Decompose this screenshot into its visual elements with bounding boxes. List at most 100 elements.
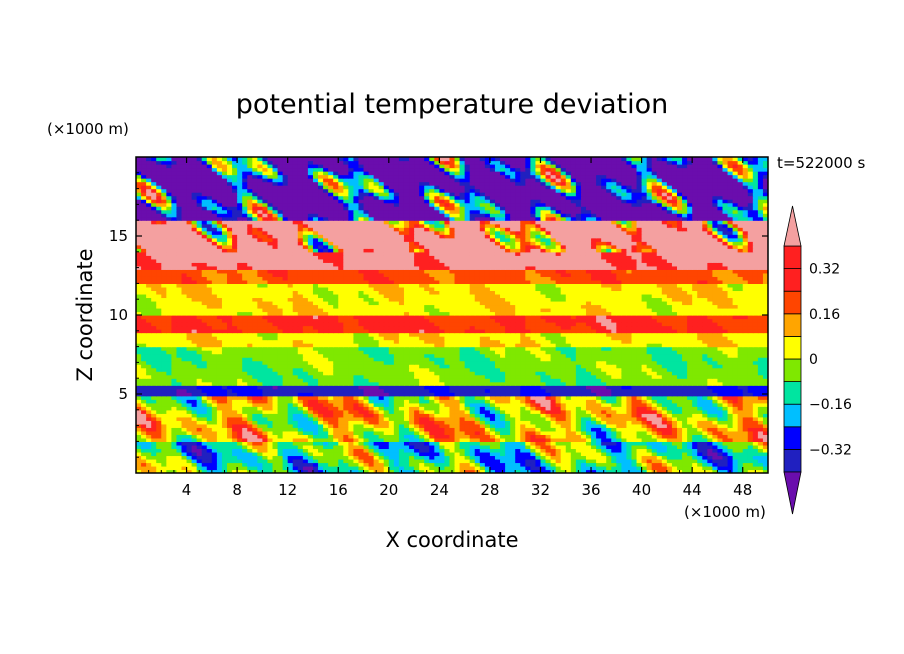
field-cell: [636, 444, 643, 450]
field-cell: [555, 343, 562, 348]
field-cell: [388, 346, 395, 351]
field-cell: [242, 434, 248, 439]
field-cell: [515, 430, 521, 435]
field-cell: [348, 374, 355, 379]
field-cell: [459, 388, 466, 393]
field-cell: [302, 451, 309, 457]
field-cell: [500, 458, 506, 464]
field-cell: [282, 423, 289, 428]
field-cell: [752, 402, 759, 407]
field-cell: [540, 332, 547, 337]
field-cell: [510, 346, 516, 351]
field-cell: [161, 406, 167, 411]
field-cell: [333, 423, 339, 428]
field-cell: [262, 402, 269, 407]
field-cell: [348, 458, 355, 464]
field-cell: [550, 434, 557, 439]
field-cell: [742, 402, 749, 407]
field-cell: [383, 336, 390, 341]
field-cell: [429, 392, 435, 397]
field-cell: [272, 343, 279, 348]
field-cell: [641, 339, 648, 344]
field-cell: [277, 374, 284, 379]
field-cell: [666, 420, 673, 425]
field-cell: [702, 430, 708, 435]
field-cell: [651, 465, 658, 471]
field-cell: [216, 392, 223, 397]
field-cell: [494, 465, 501, 471]
field-cell: [454, 469, 461, 473]
field-cell: [661, 395, 668, 400]
field-cell: [232, 420, 238, 425]
field-cell: [560, 367, 567, 372]
field-cell: [368, 469, 375, 473]
field-cell: [550, 378, 557, 383]
field-cell: [242, 465, 248, 471]
field-cell: [494, 413, 501, 418]
field-cell: [601, 360, 607, 365]
field-cell: [616, 399, 622, 404]
field-cell: [201, 364, 208, 369]
field-cell: [171, 332, 178, 337]
field-cell: [206, 353, 213, 358]
field-cell: [697, 416, 703, 421]
field-cell: [606, 353, 612, 358]
field-cell: [252, 395, 258, 400]
field-cell: [242, 388, 248, 393]
field-cell: [358, 458, 365, 464]
field-cell: [530, 402, 537, 407]
field-cell: [560, 427, 567, 432]
field-cell: [606, 434, 612, 439]
field-cell: [439, 388, 446, 393]
field-cell: [510, 409, 516, 414]
field-cell: [267, 462, 274, 467]
field-cell: [752, 430, 759, 435]
field-cell: [348, 399, 355, 404]
field-cell: [171, 458, 178, 464]
field-cell: [727, 346, 734, 351]
field-cell: [616, 374, 622, 379]
field-cell: [151, 469, 157, 473]
field-cell: [540, 381, 547, 386]
field-cell: [353, 364, 360, 369]
field-cell: [353, 374, 360, 379]
field-cell: [550, 444, 557, 450]
field-cell: [171, 343, 178, 348]
field-cell: [211, 441, 218, 446]
field-cell: [176, 353, 183, 358]
field-cell: [454, 406, 461, 411]
field-cell: [156, 458, 162, 464]
field-cell: [671, 444, 678, 450]
field-cell: [717, 409, 724, 414]
field-cell: [484, 409, 491, 414]
field-cell: [651, 420, 658, 425]
field-cell: [181, 343, 188, 348]
field-cell: [484, 385, 491, 390]
field-cell: [449, 381, 456, 386]
field-cell: [596, 427, 602, 432]
field-cell: [419, 434, 425, 439]
field-cell: [414, 455, 420, 460]
field-cell: [697, 462, 703, 467]
field-cell: [641, 353, 648, 358]
field-cell: [282, 343, 289, 348]
field-cell: [439, 448, 446, 453]
field-cell: [747, 465, 754, 471]
field-cell: [762, 364, 768, 369]
field-cell: [191, 430, 198, 435]
field-cell: [267, 455, 274, 460]
field-cell: [252, 381, 258, 386]
field-cell: [676, 350, 683, 355]
field-cell: [403, 350, 410, 355]
field-cell: [601, 364, 607, 369]
field-cell: [762, 406, 768, 411]
field-cell: [338, 357, 344, 362]
field-cell: [671, 378, 678, 383]
field-cell: [732, 343, 739, 348]
field-cell: [459, 462, 466, 467]
field-cell: [631, 336, 638, 341]
field-cell: [368, 458, 375, 464]
field-cell: [550, 339, 557, 344]
field-cell: [252, 336, 258, 341]
field-cell: [307, 469, 314, 473]
